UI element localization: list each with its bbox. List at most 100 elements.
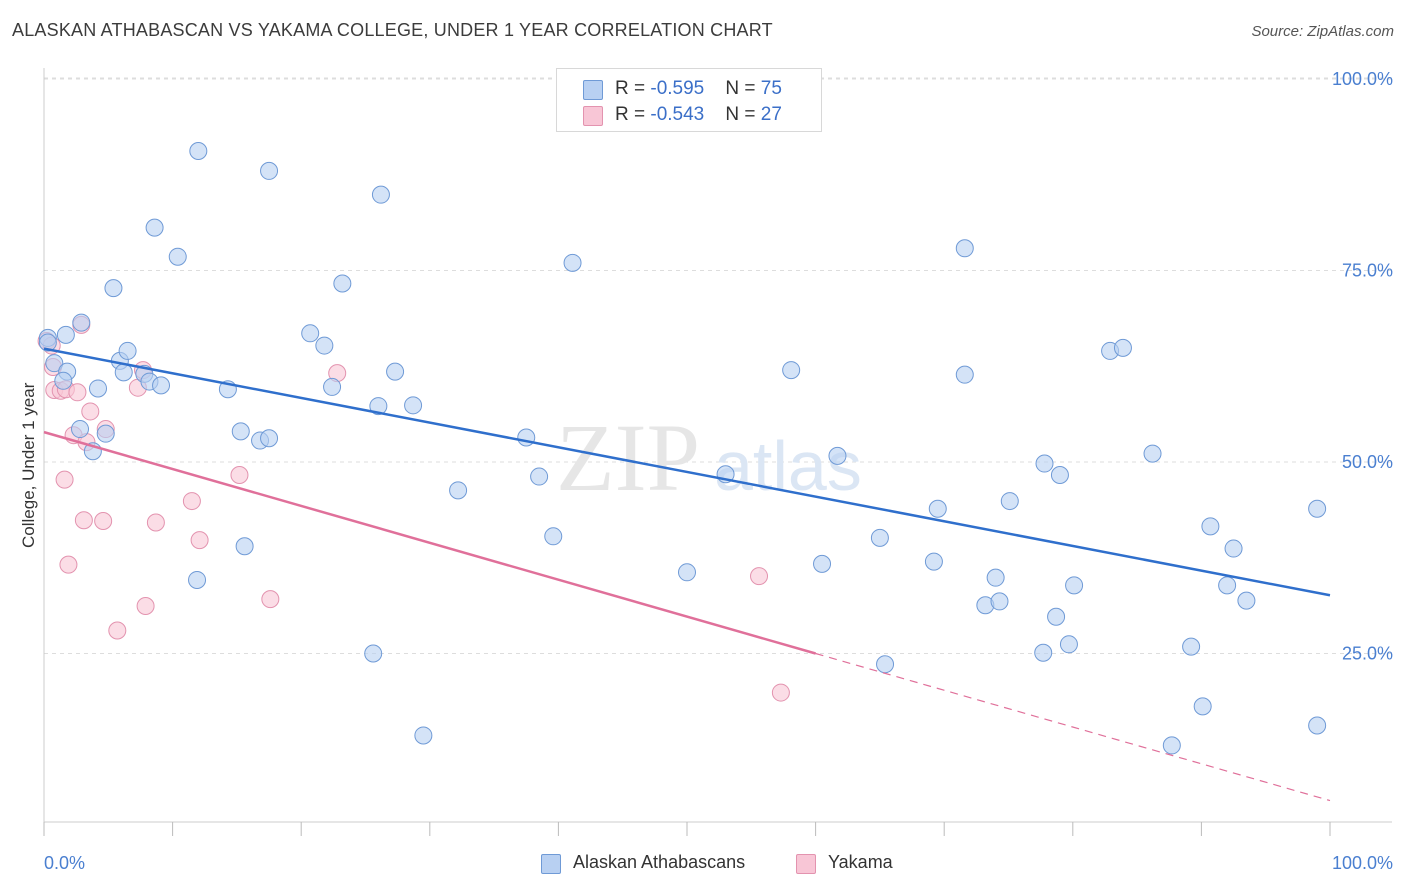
data-point-athabascan xyxy=(323,377,342,396)
watermark-atlas: atlas xyxy=(714,427,862,505)
data-point-athabascan xyxy=(1050,466,1069,485)
data-point-athabascan xyxy=(188,570,207,589)
trend-line-athabascan xyxy=(43,347,1331,597)
legend: R = -0.595 N = 75 R = -0.543 N = 27 xyxy=(556,68,822,132)
chart-source: Source: ZipAtlas.com xyxy=(1251,23,1394,40)
bottom-legend-swatch-blue xyxy=(541,854,561,874)
data-point-yakama xyxy=(146,513,165,532)
series-athabascan-points xyxy=(38,142,1327,755)
watermark-zip: ZIP xyxy=(556,404,700,511)
data-point-yakama xyxy=(182,492,201,511)
data-point-athabascan xyxy=(1237,591,1256,610)
data-point-athabascan xyxy=(876,655,895,674)
data-point-athabascan xyxy=(955,239,974,258)
data-point-athabascan xyxy=(1113,338,1132,357)
tick-labels: 100.0% 75.0% 50.0% 25.0% 0.0% 100.0% xyxy=(44,69,1393,873)
data-point-athabascan xyxy=(828,446,847,465)
data-point-athabascan xyxy=(1308,499,1327,518)
data-point-athabascan xyxy=(145,218,164,237)
data-point-athabascan xyxy=(54,371,73,390)
data-point-athabascan xyxy=(1224,539,1243,558)
data-point-yakama xyxy=(68,383,87,402)
data-point-athabascan xyxy=(414,726,433,745)
trend-line-yakama xyxy=(43,430,816,655)
data-point-athabascan xyxy=(782,361,801,380)
legend-n-value: 75 xyxy=(760,78,782,99)
watermark: ZIP atlas xyxy=(556,404,862,511)
data-point-athabascan xyxy=(1034,643,1053,662)
data-point-athabascan xyxy=(1201,517,1220,536)
data-point-athabascan xyxy=(870,528,889,547)
legend-r-value: -0.595 xyxy=(650,78,705,99)
data-point-athabascan xyxy=(369,397,388,416)
data-point-athabascan xyxy=(168,247,187,266)
legend-n-value: 27 xyxy=(760,104,782,125)
bottom-legend-label: Yakama xyxy=(828,852,893,872)
data-point-yakama xyxy=(190,531,209,550)
data-point-athabascan xyxy=(235,537,254,556)
data-point-athabascan xyxy=(1308,716,1327,735)
trend-line-yakama-extension xyxy=(815,652,1331,802)
data-point-athabascan xyxy=(386,362,405,381)
y-tick-label: 100.0% xyxy=(1332,69,1393,89)
data-point-yakama xyxy=(55,470,74,489)
chart-title: ALASKAN ATHABASCAN VS YAKAMA COLLEGE, UN… xyxy=(12,20,773,40)
data-point-athabascan xyxy=(96,424,115,443)
data-point-athabascan xyxy=(333,274,352,293)
y-tick-label: 25.0% xyxy=(1342,644,1393,664)
data-point-athabascan xyxy=(104,279,123,298)
data-point-athabascan xyxy=(72,313,91,332)
axes xyxy=(43,68,1392,836)
data-point-athabascan xyxy=(71,420,90,439)
legend-swatch-blue xyxy=(583,80,603,100)
legend-r-value: -0.543 xyxy=(650,104,705,125)
data-point-yakama xyxy=(108,621,127,640)
data-point-athabascan xyxy=(924,552,943,571)
data-point-athabascan xyxy=(1162,736,1181,755)
data-point-yakama xyxy=(59,555,78,574)
data-point-athabascan xyxy=(45,354,64,373)
data-point-athabascan xyxy=(118,341,137,360)
data-point-athabascan xyxy=(990,592,1009,611)
data-point-athabascan xyxy=(813,554,832,573)
data-point-athabascan xyxy=(1182,637,1201,656)
data-point-athabascan xyxy=(371,185,390,204)
data-point-athabascan xyxy=(928,499,947,518)
data-point-yakama xyxy=(136,597,155,616)
data-point-athabascan xyxy=(260,429,279,448)
data-point-athabascan xyxy=(1143,444,1162,463)
data-point-athabascan xyxy=(315,336,334,355)
data-point-athabascan xyxy=(1065,576,1084,595)
data-point-athabascan xyxy=(38,333,57,352)
data-point-athabascan xyxy=(544,527,563,546)
bottom-legend-swatch-pink xyxy=(796,854,816,874)
legend-swatch-pink xyxy=(583,106,603,126)
data-point-athabascan xyxy=(449,481,468,500)
data-point-yakama xyxy=(261,590,280,609)
data-point-athabascan xyxy=(89,379,108,398)
data-point-athabascan xyxy=(530,467,549,486)
data-point-athabascan xyxy=(955,365,974,384)
data-point-yakama xyxy=(74,511,93,530)
data-point-athabascan xyxy=(189,142,208,161)
data-point-yakama xyxy=(771,683,790,702)
x-tick-label: 100.0% xyxy=(1332,853,1393,873)
data-point-athabascan xyxy=(301,324,320,343)
trend-lines xyxy=(43,347,1331,802)
y-tick-label: 75.0% xyxy=(1342,261,1393,281)
y-axis-label: College, Under 1 year xyxy=(19,382,38,548)
data-point-athabascan xyxy=(114,363,133,382)
data-point-athabascan xyxy=(152,376,171,395)
data-point-athabascan xyxy=(1000,492,1019,511)
data-point-athabascan xyxy=(1193,697,1212,716)
data-point-athabascan xyxy=(986,568,1005,587)
data-point-yakama xyxy=(230,466,249,485)
data-point-athabascan xyxy=(364,644,383,663)
x-tick-label: 0.0% xyxy=(44,853,85,873)
data-point-athabascan xyxy=(56,325,75,344)
data-point-athabascan xyxy=(231,422,250,441)
data-point-athabascan xyxy=(1047,607,1066,626)
data-point-athabascan xyxy=(678,563,696,582)
data-point-yakama xyxy=(750,567,769,586)
